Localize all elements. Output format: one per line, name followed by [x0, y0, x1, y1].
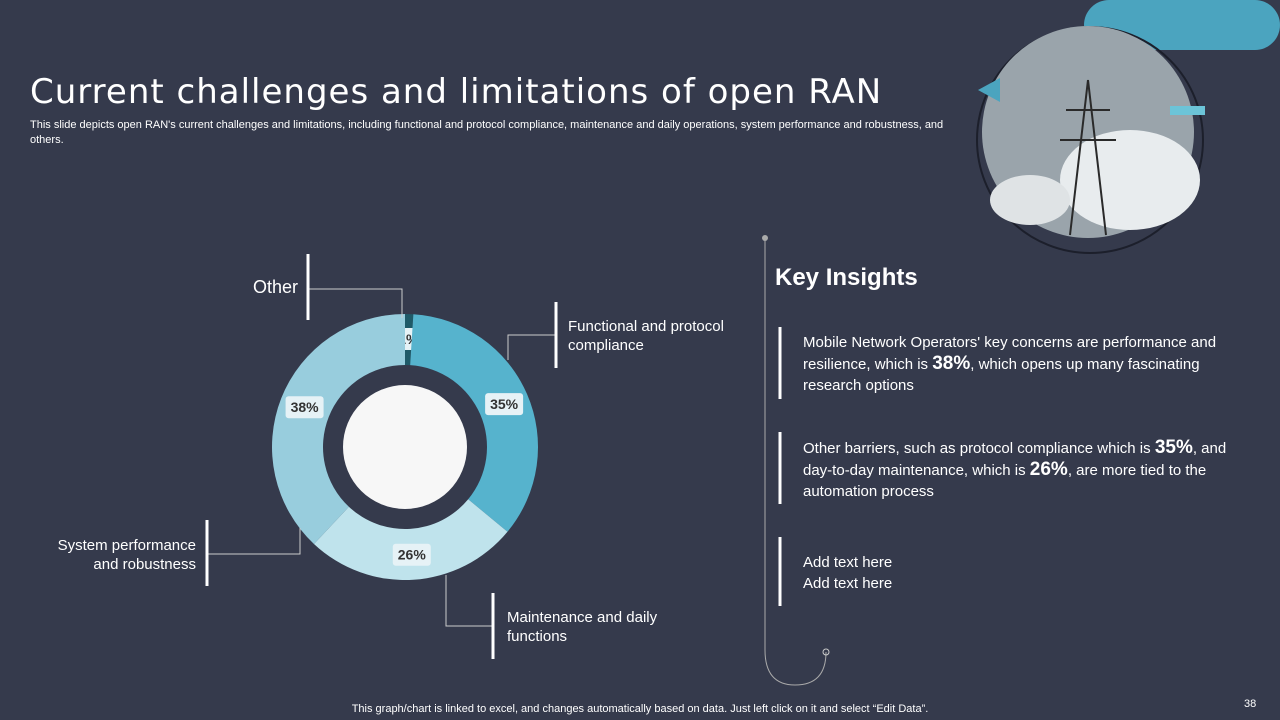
dot [762, 235, 768, 241]
text: Other barriers, such as protocol complia… [803, 440, 1155, 457]
data-label: 38% [291, 399, 320, 415]
leader-line [445, 575, 493, 627]
text: , and day-to-day maintenance, which is [803, 440, 1227, 479]
label-box [392, 543, 431, 566]
highlight: 26% [1029, 459, 1068, 480]
segment [272, 314, 405, 544]
insight: Mobile Network Operators' key concerns a… [803, 332, 1253, 396]
page-number: 38 [1244, 698, 1257, 710]
category-label: Other [252, 277, 298, 297]
footer-note: This graph/chart is linked to excel, and… [351, 703, 929, 715]
label-box [485, 393, 524, 416]
data-label: 35% [490, 396, 519, 412]
timeline [764, 238, 827, 686]
cloud [990, 175, 1070, 225]
insights-title: Key Insights [775, 264, 918, 291]
insight: Other barriers, such as protocol complia… [803, 437, 1253, 502]
dot [822, 648, 830, 656]
text: , are more tied to the automation proces… [803, 462, 1207, 500]
subtitle: This slide depicts open RAN's current ch… [30, 119, 944, 146]
leader-line [207, 528, 301, 555]
segment [410, 314, 538, 532]
text: Mobile Network Operators' key concerns a… [803, 334, 1217, 373]
donut: 1%35%26%38% [272, 314, 538, 580]
leader-line [308, 288, 403, 318]
donut-center [343, 385, 467, 509]
data-label: 26% [398, 546, 427, 562]
leader-line [507, 334, 556, 360]
text: , which opens up many fascinating resear… [803, 356, 1200, 394]
text: Add text here [803, 554, 893, 571]
category-label: Functional and protocol compliance [568, 318, 724, 354]
category-label: System performance and robustness [57, 537, 196, 573]
segment [313, 499, 508, 580]
text: Add text here [803, 575, 893, 592]
label-box [285, 396, 324, 419]
cloud [1060, 130, 1200, 230]
highlight: 38% [932, 353, 971, 374]
decor-rect [1170, 106, 1205, 115]
category-label: Maintenance and daily functions [507, 609, 658, 645]
insight: Add text here Add text here [803, 552, 1253, 594]
tower [1060, 79, 1116, 236]
highlight: 35% [1154, 437, 1193, 458]
decor-triangle [978, 78, 1000, 102]
title: Current challenges and limitations of op… [30, 72, 883, 112]
